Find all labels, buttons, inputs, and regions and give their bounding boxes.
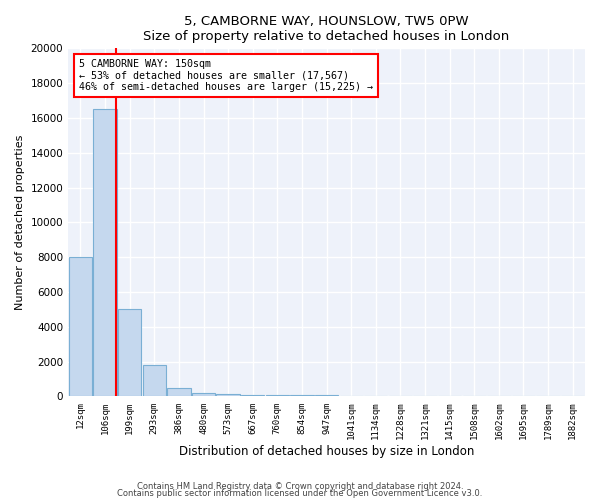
Bar [290,395,314,396]
Title: 5, CAMBORNE WAY, HOUNSLOW, TW5 0PW
Size of property relative to detached houses : 5, CAMBORNE WAY, HOUNSLOW, TW5 0PW Size … [143,15,510,43]
Text: 5 CAMBORNE WAY: 150sqm
← 53% of detached houses are smaller (17,567)
46% of semi: 5 CAMBORNE WAY: 150sqm ← 53% of detached… [79,59,373,92]
Bar [217,394,240,396]
Bar [94,110,117,397]
Y-axis label: Number of detached properties: Number of detached properties [15,134,25,310]
Bar [241,394,265,396]
Bar [143,365,166,396]
Bar [118,310,142,396]
Text: Contains public sector information licensed under the Open Government Licence v3: Contains public sector information licen… [118,489,482,498]
Bar [69,257,92,396]
X-axis label: Distribution of detached houses by size in London: Distribution of detached houses by size … [179,444,474,458]
Text: Contains HM Land Registry data © Crown copyright and database right 2024.: Contains HM Land Registry data © Crown c… [137,482,463,491]
Bar [192,392,215,396]
Bar [167,388,191,396]
Bar [266,395,289,396]
